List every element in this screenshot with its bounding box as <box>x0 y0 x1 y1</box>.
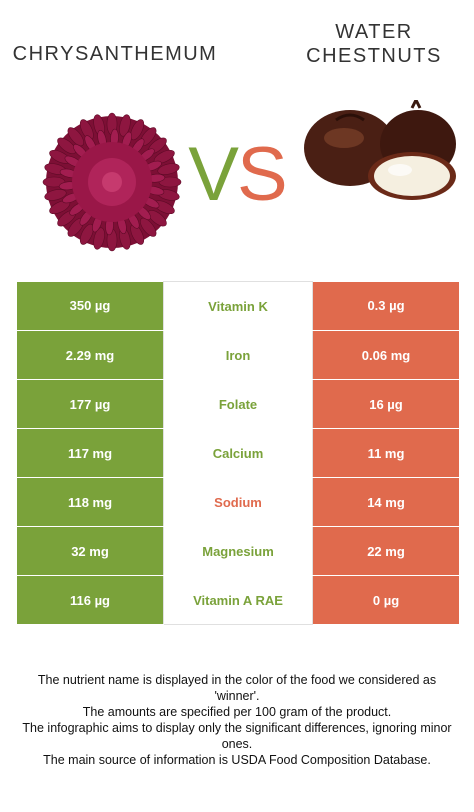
nutrient-name: Vitamin A RAE <box>163 575 313 625</box>
table-row: 177 µg Folate 16 µg <box>17 379 459 429</box>
table-row: 350 µg Vitamin K 0.3 µg <box>17 281 459 331</box>
footer-line-3: The infographic aims to display only the… <box>22 721 452 751</box>
right-value: 0.3 µg <box>312 281 459 331</box>
table-row: 2.29 mg Iron 0.06 mg <box>17 330 459 380</box>
left-value: 177 µg <box>17 379 164 429</box>
right-value: 16 µg <box>312 379 459 429</box>
nutrient-name: Magnesium <box>163 526 313 576</box>
footer-line-1: The nutrient name is displayed in the co… <box>37 673 437 703</box>
left-food-title: Chrysanthemum <box>12 43 218 65</box>
nutrient-name: Vitamin K <box>163 281 313 331</box>
nutrient-name: Iron <box>163 330 313 380</box>
right-value: 11 mg <box>312 428 459 478</box>
table-row: 116 µg Vitamin A RAE 0 µg <box>17 575 459 625</box>
table-row: 32 mg Magnesium 22 mg <box>17 526 459 576</box>
table-row: 118 mg Sodium 14 mg <box>17 477 459 527</box>
table-row: 117 mg Calcium 11 mg <box>17 428 459 478</box>
footer-notes: The nutrient name is displayed in the co… <box>14 672 460 768</box>
left-value: 2.29 mg <box>17 330 164 380</box>
footer-line-4: The main source of information is USDA F… <box>43 753 431 767</box>
right-value: 0 µg <box>312 575 459 625</box>
left-value: 116 µg <box>17 575 164 625</box>
right-value: 0.06 mg <box>312 330 459 380</box>
footer-line-2: The amounts are specified per 100 gram o… <box>82 705 392 719</box>
right-value: 22 mg <box>312 526 459 576</box>
vs-label: VS <box>188 132 287 217</box>
nutrient-name: Calcium <box>163 428 313 478</box>
left-value: 118 mg <box>17 477 164 527</box>
nutrient-name: Folate <box>163 379 313 429</box>
nutrient-name: Sodium <box>163 477 313 527</box>
water-chestnuts-image <box>300 96 460 210</box>
right-value: 14 mg <box>312 477 459 527</box>
right-food-title: Water chestnuts <box>306 21 442 67</box>
chrysanthemum-image <box>36 108 192 258</box>
left-value: 117 mg <box>17 428 164 478</box>
left-value: 32 mg <box>17 526 164 576</box>
left-value: 350 µg <box>17 281 164 331</box>
comparison-table: 350 µg Vitamin K 0.3 µg 2.29 mg Iron 0.06 mg 1… <box>17 281 459 625</box>
